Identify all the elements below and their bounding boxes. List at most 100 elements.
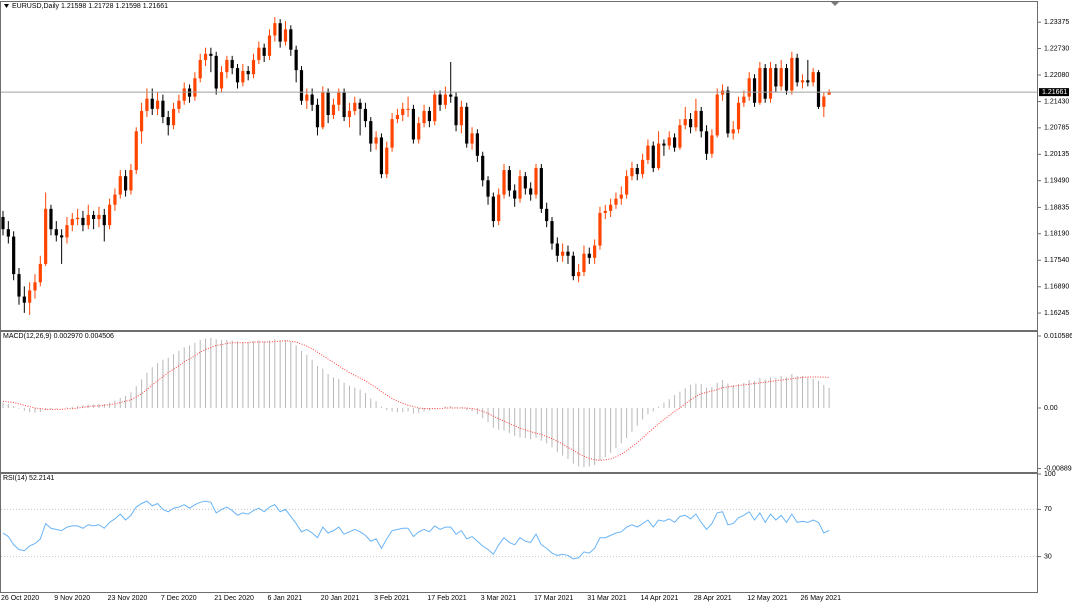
y-tick-label: 1.18190 [1044,231,1069,238]
menu-arrow[interactable] [4,4,9,8]
candle-body [811,72,815,83]
candle-body [736,102,741,130]
candle-body [779,68,783,87]
candle-body [806,80,810,83]
x-tick-label: 23 Nov 2020 [108,595,148,602]
candle-body [694,110,698,128]
candle-body [113,194,117,205]
y-tick-label: -0.008894 [1044,465,1072,472]
candle-body [763,68,767,99]
candle-body [331,104,336,116]
candle-body [443,94,447,105]
y-tick-label: 1.23375 [1044,19,1069,26]
candle-body [118,176,122,195]
candle-body [539,168,543,209]
candle-body [731,129,735,134]
candle-body [28,290,32,303]
candle-body [193,78,197,97]
signal-line [2,340,830,461]
x-tick-label: 14 Apr 2021 [641,595,679,602]
candle-body [795,57,799,83]
candle-body [235,68,240,83]
candle-body [427,110,431,122]
y-tick-label: 1.18835 [1044,204,1069,211]
candle-body [534,168,538,195]
candle-body [273,23,277,36]
candle-body [406,108,410,110]
candle-body [672,137,677,148]
candle-body [17,274,21,297]
candle-body [97,214,101,220]
candle-body [1,216,5,230]
rsi-line [2,500,830,560]
candle-body [609,204,613,211]
candle-body [715,94,719,136]
x-tick-label: 20 Jan 2021 [321,595,360,602]
candle-body [49,208,53,230]
candle-body [742,96,746,103]
candle-body [267,35,272,56]
candle-body [326,92,330,116]
candle-body [571,255,575,277]
candle-body [593,245,597,258]
x-tick-label: 3 Mar 2021 [481,595,517,602]
y-tick-label: 70 [1044,506,1052,513]
candle-body [203,53,208,60]
candle-body [289,29,293,50]
y-tick-label: 1.22730 [1044,45,1069,52]
candle-body [513,190,517,199]
candle-body [774,68,778,87]
candle-body [529,188,533,195]
candle-body [65,225,69,238]
candle-body [656,143,661,169]
price-pane [0,1,1038,331]
candle-body [294,49,298,71]
candle-body [827,92,831,95]
candle-body [523,176,527,189]
candle-body [390,119,394,148]
candle-body [800,80,805,83]
candle-body [241,70,245,83]
candle-body [518,176,522,199]
y-tick-label: 1.20135 [1044,151,1069,158]
price-tag-box [1039,88,1069,97]
candle-body [587,253,591,258]
candle-body [139,110,144,132]
candle-body [401,108,405,116]
candle-body [475,133,479,156]
x-tick-label: 31 Mar 2021 [587,595,626,602]
x-tick-label: 26 May 2021 [801,595,842,602]
candle-body [225,59,229,73]
candle-body [171,108,176,126]
candle-body [438,94,442,105]
y-tick-label: 0.00 [1044,405,1058,412]
candle-body [688,119,693,128]
y-tick-label: 1.19490 [1044,178,1069,185]
candle-body [747,78,751,97]
y-tick-label: 100 [1044,471,1056,478]
candle-body [129,170,133,191]
y-tick-label: 1.16245 [1044,310,1069,317]
candle-body [230,59,234,69]
candle-body [385,147,389,175]
candle-body [678,125,682,148]
candle-body [758,68,762,103]
candle-body [497,194,501,222]
candle-body [251,59,256,75]
candle-body [566,251,570,256]
candle-body [710,135,714,154]
candle-body [454,96,458,126]
macd-pane [0,331,1038,473]
candle-body [422,110,426,124]
candle-body [651,145,655,169]
candle-body [577,272,581,277]
candle-body [214,55,218,89]
x-tick-label: 6 Jan 2021 [268,595,303,602]
candle-body [704,131,709,154]
candle-body [6,229,10,237]
candle-body [278,23,282,42]
candle-body [310,94,314,105]
candle-body [166,117,170,126]
candle-body [545,208,549,222]
price-tag: 1.21661 [1042,89,1067,96]
